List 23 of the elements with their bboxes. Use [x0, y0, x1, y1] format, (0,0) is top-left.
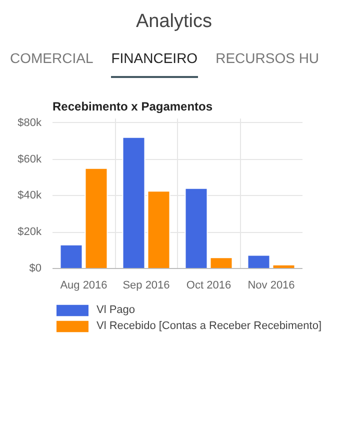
bar: [84, 168, 108, 268]
x-tick-label: Nov 2016: [248, 280, 295, 292]
x-tick-label: Sep 2016: [122, 280, 170, 292]
text: FINANCEIRO: [111, 50, 198, 78]
y-tick-label: $40k: [18, 190, 42, 202]
x-tick-label: Aug 2016: [60, 280, 108, 292]
text: Analytics: [136, 10, 212, 34]
y-tick-label: $60k: [18, 153, 42, 166]
y-tick-label: $20k: [18, 226, 42, 238]
bar: [210, 257, 233, 268]
text: RECURSOS HU: [216, 50, 320, 68]
bar: [60, 244, 83, 268]
chart-title: Recebimento x Pagamentos: [52, 100, 213, 114]
text: COMERCIAL: [10, 50, 94, 68]
y-tick-label: $80k: [18, 116, 42, 129]
bar: [184, 188, 208, 268]
legend-label: Vl Recebido [Contas a Receber Recebimento]: [96, 320, 322, 332]
bar: [122, 136, 146, 268]
y-tick-label: $0: [29, 262, 42, 274]
bar: [147, 190, 170, 268]
x-tick-label: Oct 2016: [186, 280, 232, 292]
legend-label: Vl Pago: [96, 304, 136, 316]
bar: [247, 254, 270, 268]
